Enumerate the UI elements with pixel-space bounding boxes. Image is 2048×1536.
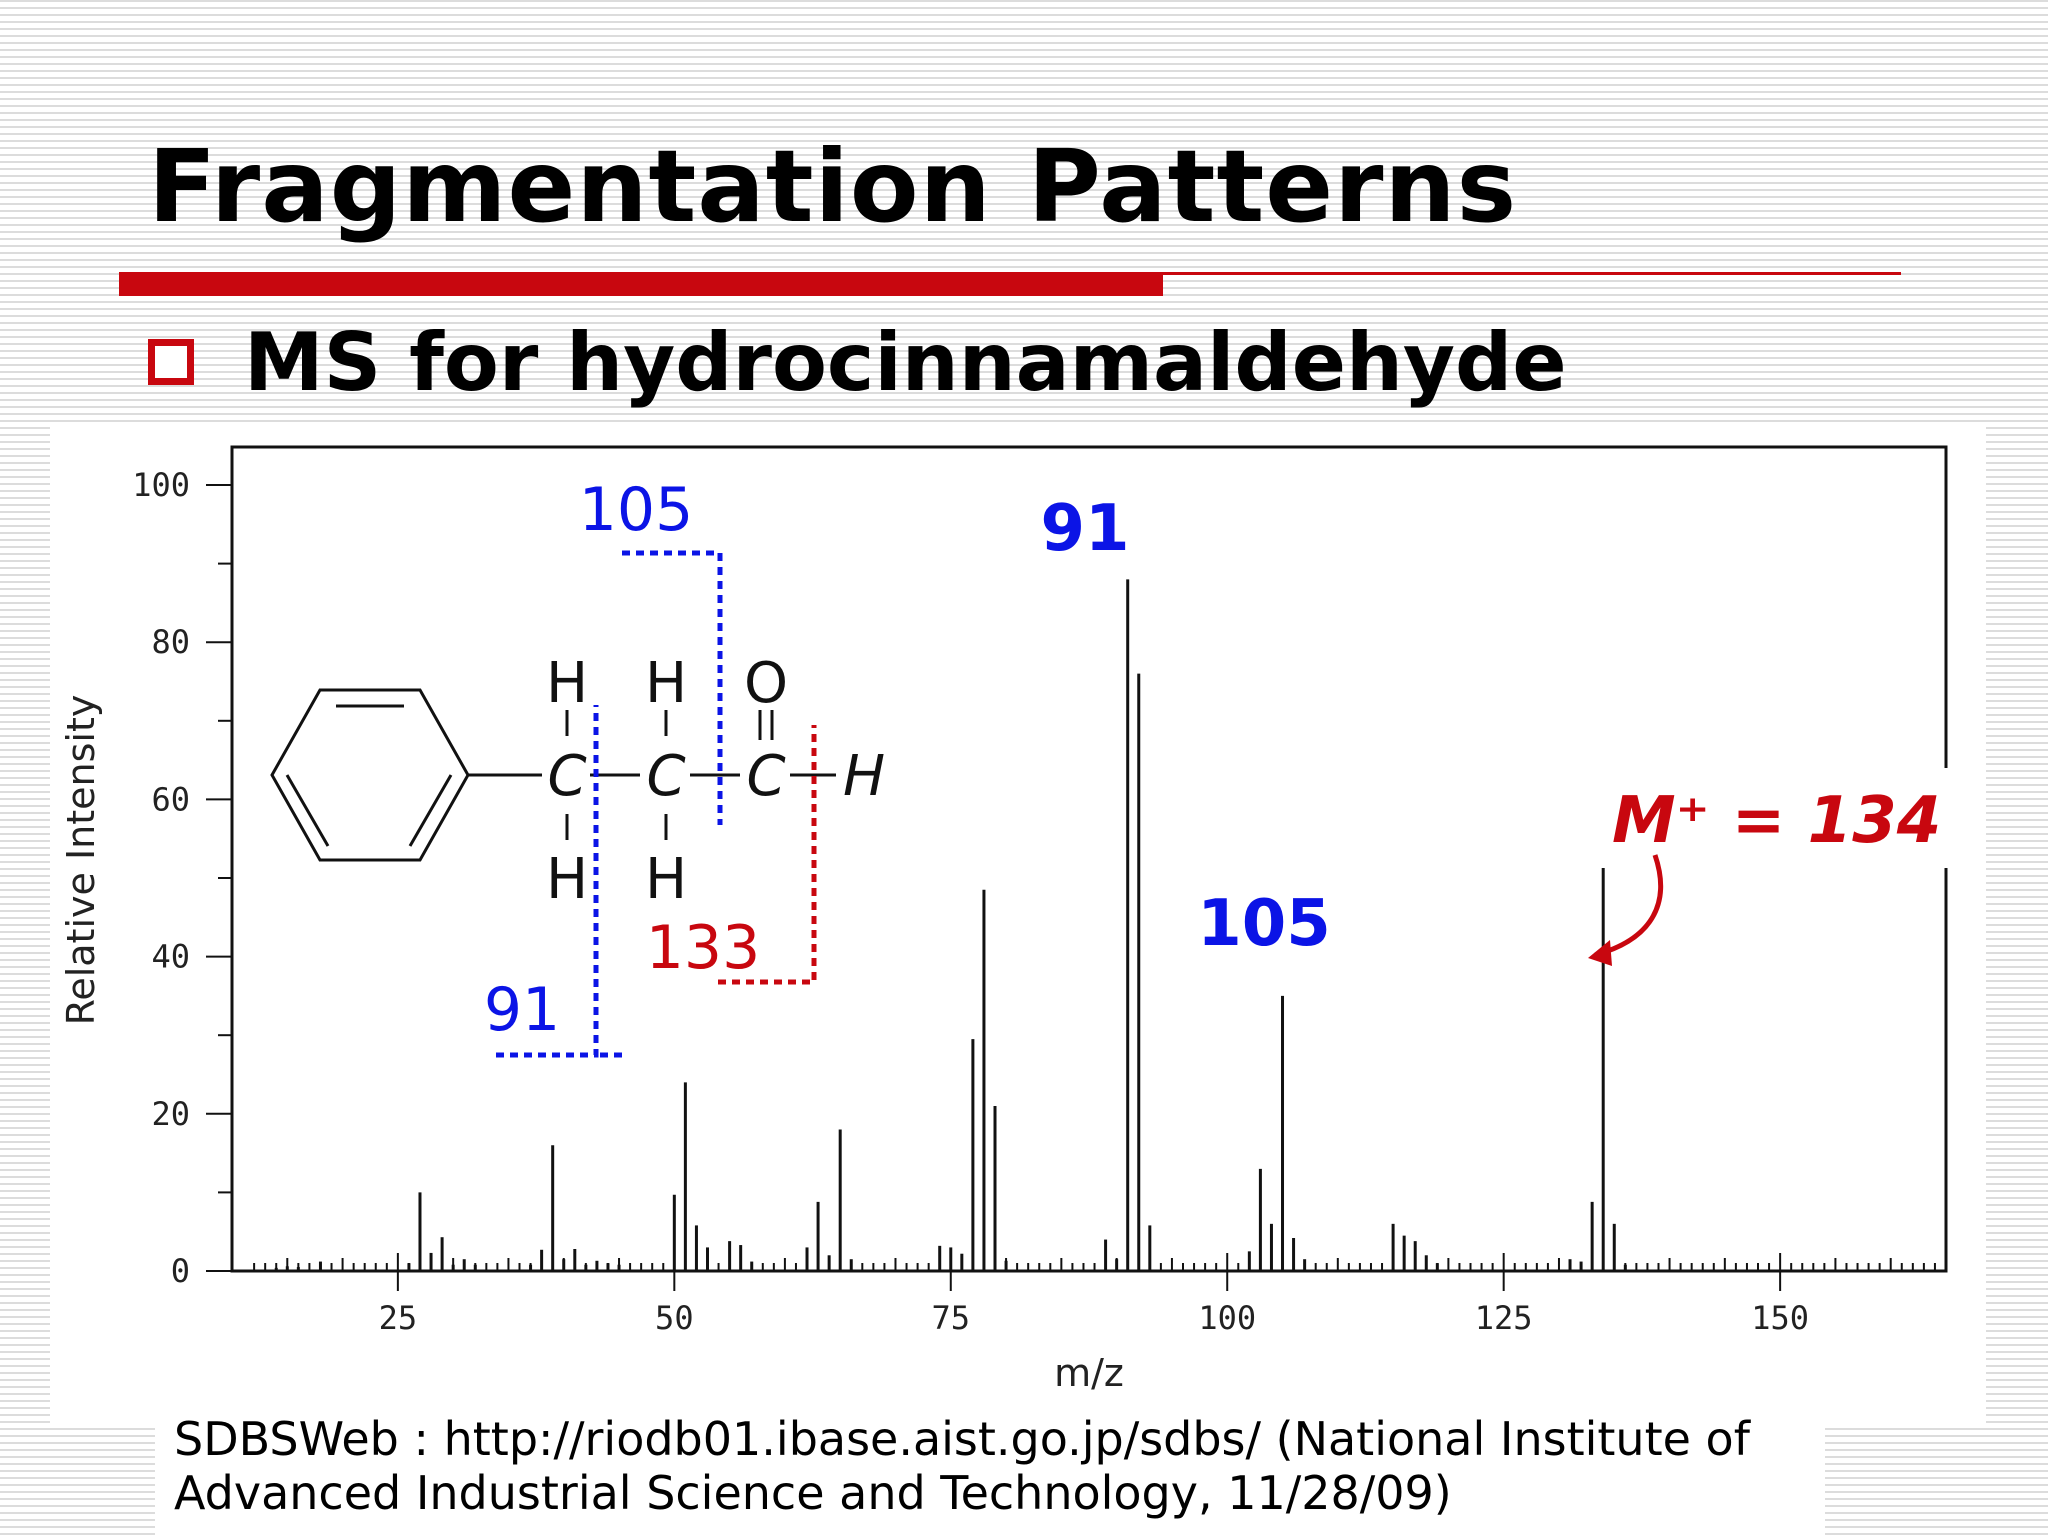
y-tick-label: 40 — [151, 938, 190, 976]
atom-h: H — [645, 847, 687, 912]
y-tick-label: 20 — [151, 1095, 190, 1133]
fragment-133-label: 133 — [646, 913, 761, 983]
molecular-ion-label: M⁺ = 134 — [1612, 784, 1941, 858]
molecular-ion-arrow — [1595, 855, 1661, 955]
x-tick-label: 75 — [932, 1299, 971, 1337]
y-tick-label: 100 — [132, 466, 190, 504]
atom-o: O — [744, 651, 788, 716]
atom-c: C — [646, 744, 685, 809]
spectrum-peaks — [276, 579, 1625, 1271]
atom-c: C — [547, 744, 586, 809]
atom-h: H — [645, 651, 687, 716]
y-tick-label: 60 — [151, 780, 190, 818]
benzene-ring-icon — [272, 690, 468, 860]
source-citation: SDBSWeb : http://riodb01.ibase.aist.go.j… — [174, 1412, 1874, 1520]
atom-h: H — [843, 744, 885, 809]
citation-line-2: Advanced Industrial Science and Technolo… — [174, 1466, 1874, 1520]
y-axis-label: Relative Intensity — [59, 695, 103, 1026]
x-axis: 25 50 75 100 125 150 — [232, 1271, 1946, 1337]
molecular-ion-arrowhead-icon — [1588, 940, 1612, 966]
citation-line-1: SDBSWeb : http://riodb01.ibase.aist.go.j… — [174, 1412, 1874, 1466]
y-tick-label: 80 — [151, 623, 190, 661]
atom-h: H — [546, 847, 588, 912]
fragment-91-label: 91 — [484, 975, 560, 1045]
peak-91-label: 91 — [1040, 492, 1129, 566]
y-tick-label: 0 — [171, 1252, 190, 1290]
x-tick-label: 100 — [1198, 1299, 1256, 1337]
x-tick-label: 150 — [1751, 1299, 1809, 1337]
x-tick-label: 25 — [379, 1299, 418, 1337]
peak-105-label: 105 — [1197, 887, 1331, 961]
minor-ticks — [254, 1253, 1935, 1271]
fragment-105-label: 105 — [579, 475, 694, 545]
y-axis: 0 20 40 60 80 100 — [132, 466, 232, 1290]
x-axis-label: m/z — [1054, 1351, 1124, 1395]
atom-c: C — [746, 744, 785, 809]
atom-h: H — [546, 651, 588, 716]
x-tick-label: 50 — [655, 1299, 694, 1337]
x-tick-label: 125 — [1475, 1299, 1533, 1337]
